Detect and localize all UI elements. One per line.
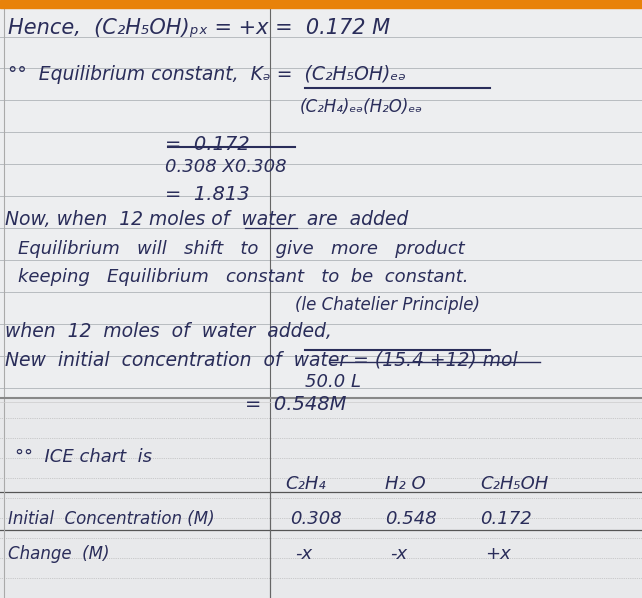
- Text: =  0.548M: = 0.548M: [245, 395, 347, 414]
- Text: (le Chatelier Principle): (le Chatelier Principle): [295, 296, 480, 314]
- Text: when  12  moles  of  water  added,: when 12 moles of water added,: [5, 322, 332, 341]
- Text: Initial  Concentration (M): Initial Concentration (M): [8, 510, 214, 528]
- Text: H₂ O: H₂ O: [385, 475, 426, 493]
- Text: =  0.172: = 0.172: [165, 135, 250, 154]
- Text: keeping   Equilibrium   constant   to  be  constant.: keeping Equilibrium constant to be const…: [18, 268, 469, 286]
- Text: 0.308 X0.308: 0.308 X0.308: [165, 158, 286, 176]
- Text: Now, when  12 moles of  water  are  added: Now, when 12 moles of water are added: [5, 210, 408, 229]
- Text: Change  (M): Change (M): [8, 545, 110, 563]
- Bar: [0, 8, 642, 398]
- Text: 50.0 L: 50.0 L: [305, 373, 361, 391]
- Text: -x: -x: [390, 545, 407, 563]
- Text: Equilibrium   will   shift   to   give   more   product: Equilibrium will shift to give more prod…: [18, 240, 465, 258]
- Text: °°  Equilibrium constant,  Kₔ =  (C₂H₅OH)ₑₔ: °° Equilibrium constant, Kₔ = (C₂H₅OH)ₑₔ: [8, 65, 406, 84]
- Text: -x: -x: [295, 545, 312, 563]
- Text: New  initial  concentration  of  water = (15.4 +12) mol: New initial concentration of water = (15…: [5, 350, 517, 369]
- Text: Hence,  (C₂H₅OH)ₚₓ = +x =  0.172 M: Hence, (C₂H₅OH)ₚₓ = +x = 0.172 M: [8, 18, 390, 38]
- Text: °°  ICE chart  is: °° ICE chart is: [15, 448, 152, 466]
- Text: C₂H₅OH: C₂H₅OH: [480, 475, 548, 493]
- Bar: [0, 0, 642, 8]
- Text: 0.308: 0.308: [290, 510, 342, 528]
- Text: 0.548: 0.548: [385, 510, 437, 528]
- Text: C₂H₄: C₂H₄: [285, 475, 325, 493]
- Text: +x: +x: [485, 545, 511, 563]
- Text: 0.172: 0.172: [480, 510, 532, 528]
- Text: =  1.813: = 1.813: [165, 185, 250, 204]
- Bar: [0, 398, 642, 598]
- Text: (C₂H₄)ₑₔ(H₂O)ₑₔ: (C₂H₄)ₑₔ(H₂O)ₑₔ: [300, 98, 423, 116]
